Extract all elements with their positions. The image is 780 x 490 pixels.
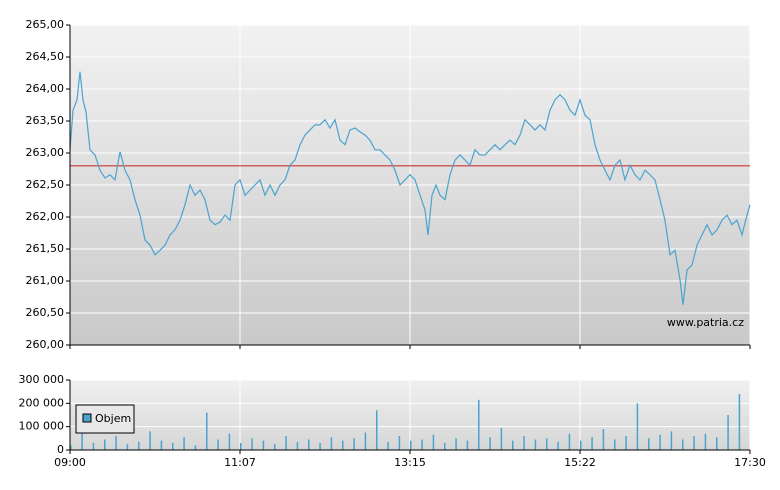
- volume-bar: [376, 410, 378, 450]
- volume-bar: [693, 436, 695, 450]
- y-tick-label: 0: [57, 443, 64, 456]
- volume-bar: [296, 441, 299, 450]
- volume-bar: [682, 439, 684, 450]
- y-tick-label: 263,50: [26, 114, 65, 127]
- x-tick-label: 09:00: [54, 456, 86, 469]
- volume-bar: [580, 440, 582, 450]
- y-tick-label: 300 000: [19, 373, 65, 386]
- volume-bar: [285, 436, 287, 450]
- x-tick-label: 17:30: [734, 456, 766, 469]
- volume-bar: [444, 443, 446, 450]
- volume-bar: [489, 437, 491, 450]
- volume-bar: [466, 440, 469, 450]
- volume-bar: [342, 440, 344, 450]
- volume-bar: [500, 427, 503, 450]
- volume-bar: [194, 445, 197, 450]
- volume-bar: [738, 394, 741, 450]
- y-tick-label: 264,50: [26, 50, 65, 63]
- volume-bar: [172, 443, 174, 450]
- volume-bar: [512, 440, 514, 450]
- volume-bar: [614, 439, 616, 450]
- volume-bar: [670, 431, 673, 450]
- y-tick-label: 261,00: [26, 274, 65, 287]
- volume-bar: [364, 432, 367, 450]
- volume-bar: [319, 443, 321, 450]
- volume-bar: [126, 444, 129, 450]
- legend-swatch: [82, 413, 92, 423]
- volume-bar: [704, 433, 707, 450]
- x-tick-label: 15:22: [564, 456, 596, 469]
- y-tick-label: 264,00: [26, 82, 65, 95]
- volume-bar: [138, 441, 140, 450]
- volume-bar: [432, 434, 435, 450]
- volume-bar: [160, 440, 163, 450]
- volume-bar: [591, 437, 593, 450]
- volume-bar: [636, 403, 639, 450]
- volume-bar: [81, 429, 83, 450]
- volume-bar: [262, 440, 265, 450]
- volume-bar: [421, 439, 423, 450]
- volume-bar: [455, 438, 457, 450]
- y-tick-label: 262,50: [26, 178, 65, 191]
- volume-bar: [308, 439, 310, 450]
- x-tick-label: 13:15: [394, 456, 426, 469]
- volume-bar: [727, 415, 729, 450]
- volume-bar: [183, 437, 185, 450]
- volume-bar: [523, 436, 525, 450]
- y-tick-label: 265,00: [26, 18, 65, 31]
- x-tick-label: 11:07: [224, 456, 256, 469]
- volume-bar: [251, 438, 253, 450]
- volume-bar: [115, 436, 117, 450]
- volume-bar: [104, 439, 106, 450]
- y-tick-label: 260,50: [26, 306, 65, 319]
- volume-bar: [217, 439, 219, 450]
- volume-bar: [716, 437, 718, 450]
- price-line: [69, 71, 751, 305]
- legend-label: Objem: [95, 412, 131, 425]
- volume-bar: [534, 439, 537, 450]
- y-tick-label: 200 000: [19, 396, 65, 409]
- volume-bar: [602, 429, 605, 450]
- watermark: www.patria.cz: [667, 316, 744, 329]
- volume-bar: [410, 440, 412, 450]
- volume-bar: [206, 412, 208, 450]
- y-tick-label: 100 000: [19, 420, 65, 433]
- volume-bar: [353, 438, 355, 450]
- volume-bar: [546, 438, 548, 450]
- volume-bar: [648, 438, 650, 450]
- volume-bar: [274, 444, 276, 450]
- volume-bar: [149, 431, 151, 450]
- y-tick-label: 260,00: [26, 338, 65, 351]
- volume-bar: [557, 441, 559, 450]
- volume-bar: [387, 441, 389, 450]
- volume-bar: [92, 443, 95, 450]
- y-tick-label: 262,00: [26, 210, 65, 223]
- y-tick-label: 263,00: [26, 146, 65, 159]
- volume-bar: [568, 433, 571, 450]
- volume-bar: [330, 437, 333, 450]
- volume-bar: [659, 434, 661, 450]
- volume-bar: [228, 433, 231, 450]
- volume-bar: [625, 436, 627, 450]
- volume-bar: [478, 399, 480, 450]
- volume-bar: [240, 443, 242, 450]
- volume-bar: [398, 436, 401, 450]
- volume-bar: [70, 445, 72, 450]
- y-tick-label: 261,50: [26, 242, 65, 255]
